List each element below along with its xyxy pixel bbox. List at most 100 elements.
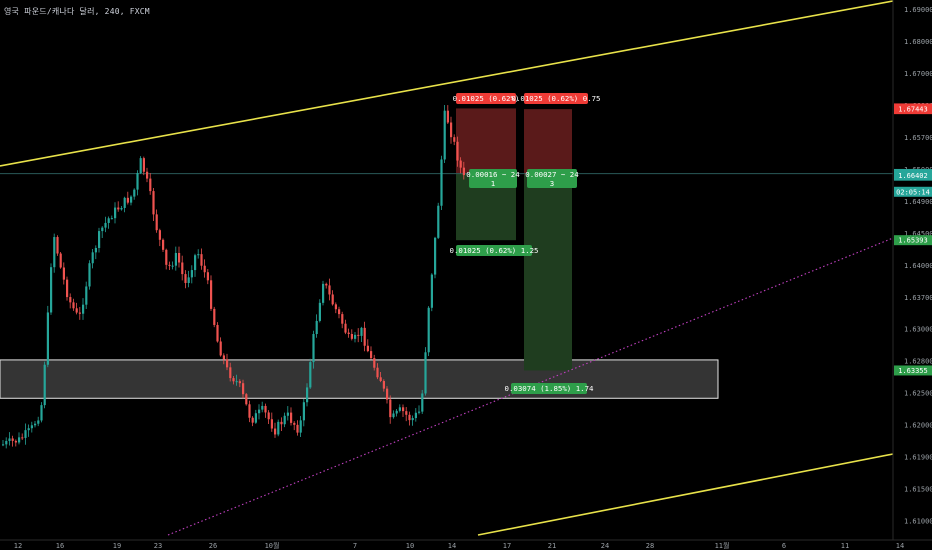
candle-body <box>14 440 17 443</box>
candle-body <box>277 421 280 435</box>
candle-body <box>242 383 245 395</box>
trend-support-line <box>167 237 894 536</box>
candle-body <box>338 309 341 315</box>
candle-body <box>274 428 277 435</box>
candle-body <box>37 420 40 424</box>
candle-body <box>72 302 75 309</box>
candle-body <box>248 404 251 418</box>
stop-label-1-text: 0.01025 (0.62%) <box>453 94 520 103</box>
price-tag <box>894 235 932 246</box>
candle-body <box>296 424 299 433</box>
candle-body <box>443 110 446 160</box>
time-tick-label: 26 <box>209 542 217 550</box>
candle-body <box>251 417 254 423</box>
candle-body <box>331 294 334 305</box>
candle-body <box>184 274 187 283</box>
candle-body <box>162 239 165 250</box>
candle-body <box>219 341 222 356</box>
candle-body <box>85 286 88 305</box>
candle-body <box>312 334 315 363</box>
time-tick-label: 12 <box>14 542 22 550</box>
candle-body <box>62 267 65 280</box>
price-tag <box>894 104 932 115</box>
price-tick-label: 1.61500 <box>904 486 932 494</box>
candle-body <box>462 167 465 176</box>
price-axis: 1.690001.680001.670001.660001.657001.650… <box>892 0 932 550</box>
candle-body <box>334 304 337 310</box>
candle-body <box>344 323 347 333</box>
candle-body <box>53 237 56 268</box>
candle-body <box>158 230 161 240</box>
candle-body <box>254 413 257 423</box>
candle-body <box>142 158 145 172</box>
price-tick-label: 1.61900 <box>904 454 932 462</box>
candle-body <box>107 218 110 223</box>
price-tick-label: 1.64000 <box>904 262 932 270</box>
candle-body <box>101 227 104 232</box>
stop-label-1-bg <box>456 93 516 104</box>
candle-body <box>114 207 117 219</box>
time-tick-label: 14 <box>448 542 456 550</box>
candle-body <box>136 173 139 190</box>
candle-body <box>395 410 398 414</box>
drawing-lines <box>0 0 894 536</box>
candle-body <box>146 171 149 179</box>
time-tick-label: 14 <box>896 542 904 550</box>
candle-body <box>430 274 433 308</box>
time-tick-label: 17 <box>503 542 511 550</box>
stop-zone-2 <box>524 109 572 175</box>
stop-zone-1 <box>456 108 516 174</box>
candle-body <box>59 253 62 268</box>
candle-body <box>178 253 181 263</box>
candle-body <box>322 283 325 303</box>
candle-body <box>245 394 248 405</box>
stop-label-2-text: 0.01025 (0.62%) 0.75 <box>512 94 601 103</box>
candle-body <box>46 312 49 365</box>
candle-body <box>456 141 459 161</box>
candle-body <box>264 405 267 413</box>
candle-body <box>21 437 24 439</box>
time-tick-label: 28 <box>646 542 654 550</box>
time-tick-label: 11월 <box>715 541 730 550</box>
time-tick-label: 21 <box>548 542 556 550</box>
price-tag-label: 02:05:14 <box>896 188 930 196</box>
candle-body <box>24 430 27 438</box>
price-tick-label: 1.64500 <box>904 230 932 238</box>
time-tick-label: 11 <box>841 542 849 550</box>
price-tag <box>894 365 932 376</box>
candle-body <box>267 412 270 420</box>
price-tag <box>894 186 932 197</box>
candle-body <box>366 345 369 352</box>
candle-body <box>66 279 69 298</box>
candle-body <box>50 267 53 313</box>
time-tick-label: 10 <box>406 542 414 550</box>
price-tag-label: 1.65393 <box>898 237 928 245</box>
candle-body <box>325 283 328 286</box>
candle-body <box>418 411 421 413</box>
candle-body <box>181 262 184 275</box>
price-tick-label: 1.62800 <box>904 358 932 366</box>
candle-body <box>363 327 366 346</box>
candle-body <box>315 320 318 335</box>
candle-body <box>94 247 97 253</box>
price-tick-label: 1.68000 <box>904 38 932 46</box>
candle-body <box>238 381 241 384</box>
candle-body <box>318 302 321 321</box>
candle-body <box>270 419 273 429</box>
candle-body <box>286 412 289 416</box>
candle-body <box>168 264 171 266</box>
price-tag-label: 1.63355 <box>898 367 928 375</box>
price-axis-background <box>893 0 932 550</box>
target-label-1-bg <box>456 245 532 256</box>
time-tick-label: 16 <box>56 542 64 550</box>
time-tick-label: 19 <box>113 542 121 550</box>
candle-body <box>453 137 456 142</box>
candle-body <box>126 197 129 203</box>
candle-body <box>194 255 197 271</box>
candle-body <box>11 438 14 441</box>
candle-body <box>110 218 113 220</box>
candle-body <box>139 158 142 174</box>
stop-label-2-bg <box>524 93 588 104</box>
